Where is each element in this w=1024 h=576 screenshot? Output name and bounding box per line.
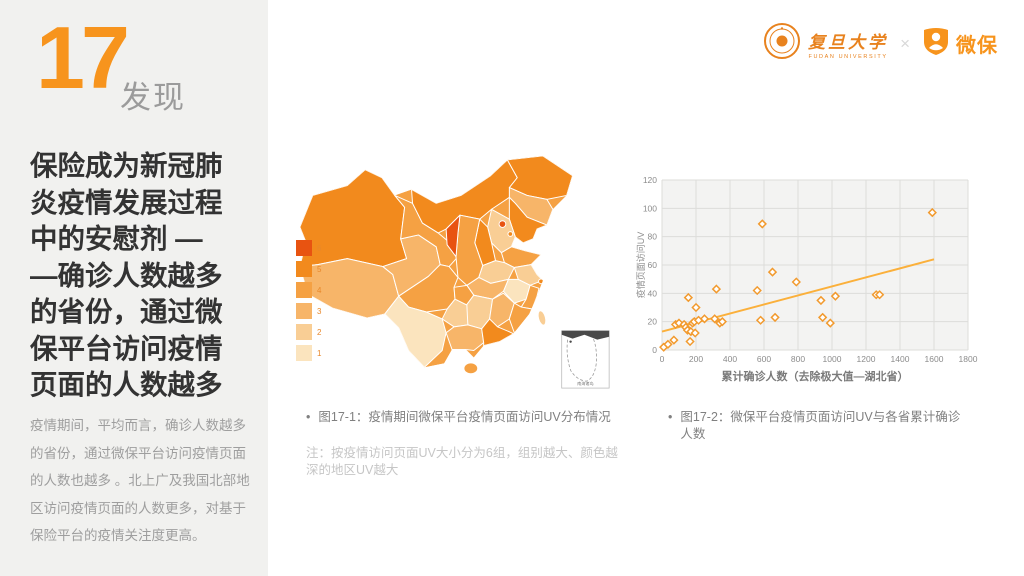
legend-swatch [296, 282, 312, 298]
data-point-diamond [710, 314, 720, 324]
x-tick-label: 1800 [959, 354, 978, 364]
legend-label: 1 [317, 348, 322, 358]
map-region-shanghai [538, 278, 544, 285]
legend-label: 3 [317, 306, 322, 316]
slide-headline: 保险成为新冠肺 炎疫情发展过程 中的安慰剂 — —确诊人数越多 的省份，通过微 … [30, 150, 223, 400]
map-region-guangxi [445, 324, 485, 352]
y-tick-label: 80 [648, 232, 658, 242]
data-point-diamond [817, 312, 828, 323]
legend-label: 2 [317, 327, 322, 337]
x-tick-label: 800 [791, 354, 805, 364]
legend-item: 6 [296, 240, 321, 256]
slide-body-text: 疫情期间，平均而言，确诊人数越多的省份，通过微保平台访问疫情页面的人数也越多 。… [30, 418, 250, 543]
legend-label: 6 [317, 243, 322, 253]
wesure-logo-text: 微保 [956, 35, 998, 57]
fudan-logo-subtext: FUDAN UNIVERSITY [808, 53, 888, 60]
legend-item: 2 [296, 324, 321, 340]
data-point-diamond [711, 284, 722, 294]
y-tick-label: 0 [652, 345, 657, 355]
y-axis-title: 疫情页面访问UV [636, 232, 646, 299]
y-tick-label: 120 [643, 175, 657, 185]
data-point-diamond [757, 219, 767, 229]
x-tick-label: 0 [660, 354, 665, 364]
data-point-diamond [816, 295, 826, 306]
y-tick-label: 60 [648, 260, 658, 270]
data-point-diamond [685, 336, 695, 347]
data-point-diamond [717, 317, 728, 327]
data-point-diamond [791, 277, 801, 287]
data-point-diamond [825, 318, 835, 328]
y-tick-label: 20 [648, 317, 658, 327]
fudan-logo-text: 复旦大学 [808, 32, 889, 52]
wesure-logo: 微保 [922, 26, 998, 61]
map-region-tianjin [507, 231, 514, 237]
fudan-seal-icon [763, 22, 801, 65]
legend-swatch [296, 240, 312, 256]
data-point-diamond [669, 335, 679, 345]
map-region-ningxia [445, 214, 461, 258]
data-point-diamond [683, 292, 694, 303]
x-tick-label: 1600 [925, 354, 944, 364]
legend-swatch [296, 303, 312, 319]
map-region-hainan [463, 362, 479, 375]
map-caption-text: 图17-1：疫情期间微保平台疫情页面访问UV分布情况 [318, 410, 611, 424]
bullet-icon: • [668, 410, 673, 424]
data-point-diamond [663, 339, 673, 349]
x-tick-label: 1400 [891, 354, 910, 364]
data-point-diamond [874, 290, 885, 300]
map-region-taiwan [537, 310, 547, 326]
bullet-icon: • [306, 410, 311, 424]
data-point-diamond [755, 315, 766, 325]
map-region-beijing [498, 220, 507, 228]
map-inset-south-china-sea: 南海诸岛 [561, 330, 610, 389]
data-point-diamond [830, 291, 841, 301]
legend-item: 5 [296, 261, 321, 277]
header-logos: 复旦大学 FUDAN UNIVERSITY × 微保 [763, 22, 998, 65]
fudan-logo: 复旦大学 FUDAN UNIVERSITY [763, 22, 888, 65]
x-axis-title: 累计确诊人数（去除极大值—湖北省） [722, 369, 909, 383]
chart-caption-text: 图17-2：微保平台疫情页面访问UV与各省累计确诊人数 [680, 410, 961, 441]
legend-swatch [296, 324, 312, 340]
legend-item: 3 [296, 303, 321, 319]
map-inset-label: 南海诸岛 [577, 380, 594, 386]
y-tick-label: 40 [648, 288, 658, 298]
data-point-diamond [752, 285, 762, 296]
x-tick-label: 200 [689, 354, 703, 364]
logo-separator: × [900, 33, 910, 53]
data-point-diamond [691, 302, 701, 313]
x-tick-label: 1000 [823, 354, 842, 364]
legend-swatch [296, 261, 312, 277]
legend-swatch [296, 345, 312, 361]
legend-item: 1 [296, 345, 321, 361]
china-choropleth-map: 南海诸岛 [299, 155, 610, 389]
x-tick-label: 400 [723, 354, 737, 364]
x-tick-label: 1200 [857, 354, 876, 364]
left-panel [0, 0, 268, 576]
slide-number: 17 [36, 8, 130, 107]
slide-number-label: 发现 [120, 80, 186, 115]
legend-label: 4 [317, 285, 322, 295]
map-note: 注：按疫情访问页面UV大小分为6组，组别越大、颜色越深的地区UV越大 [306, 446, 618, 477]
legend-label: 5 [317, 264, 322, 274]
data-point-diamond [767, 267, 778, 277]
x-tick-label: 600 [757, 354, 771, 364]
data-point-diamond [770, 312, 780, 323]
data-point-diamond [690, 328, 700, 338]
y-tick-label: 100 [643, 203, 657, 213]
data-point-diamond [927, 207, 937, 218]
chart-caption: • 图17-2：微保平台疫情页面访问UV与各省累计确诊人数 [668, 409, 968, 443]
data-point-diamond [699, 314, 710, 324]
legend-item: 4 [296, 282, 321, 298]
wesure-shield-icon [922, 26, 950, 61]
map-caption: • 图17-1：疫情期间微保平台疫情页面访问UV分布情况 [306, 409, 612, 426]
map-legend: 6 5 4 3 2 1 [296, 240, 321, 361]
